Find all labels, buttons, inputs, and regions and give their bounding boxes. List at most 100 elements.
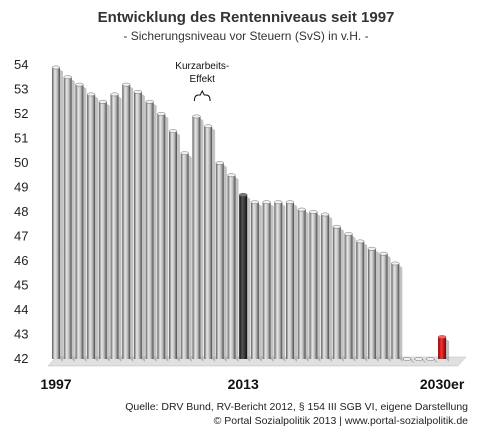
bar	[157, 112, 169, 362]
y-tick-label: 47	[14, 229, 28, 244]
bar-shadow	[340, 228, 344, 362]
x-axis: 1997 2013 2030er	[40, 376, 464, 392]
bar	[285, 200, 297, 362]
bar-body	[262, 202, 271, 359]
bar	[192, 114, 204, 362]
bar-body	[274, 202, 283, 359]
bar-body	[87, 94, 96, 360]
y-tick-label: 46	[14, 253, 28, 268]
bar-cap	[320, 212, 330, 217]
bar-body	[356, 241, 365, 359]
bar	[402, 357, 414, 363]
bar-shadow	[60, 69, 63, 362]
bar	[379, 251, 391, 362]
bar-cap	[192, 114, 201, 119]
bar-body	[110, 94, 119, 360]
y-tick-label: 45	[14, 278, 28, 293]
bar	[344, 232, 356, 362]
bar-cap	[121, 82, 131, 87]
annotation-line-2: Effekt	[190, 74, 216, 85]
bar	[227, 173, 239, 362]
bar-body	[321, 214, 330, 359]
bar-shadow	[364, 243, 368, 362]
footer-source: Quelle: DRV Bund, RV-Bericht 2012, § 154…	[125, 401, 468, 413]
bar-cap	[437, 335, 447, 339]
bar-shadow	[434, 359, 438, 363]
bar	[180, 151, 192, 362]
bar	[414, 357, 426, 363]
bar-shadow	[188, 155, 192, 362]
bar-cap	[367, 246, 377, 251]
y-tick-label: 48	[14, 204, 28, 219]
chart-subtitle: - Sicherungsniveau vor Steuern (SvS) in …	[123, 29, 368, 43]
bar-body	[122, 84, 131, 359]
bar-cap	[274, 200, 283, 204]
bar-body	[52, 67, 60, 359]
bar-cap	[75, 82, 84, 87]
kurzarbeit-annotation: Kurzarbeits- Effekt	[175, 61, 229, 102]
bar-cap	[86, 92, 96, 97]
bar-highlight	[238, 193, 251, 362]
bar-shadow	[247, 196, 251, 362]
y-tick-label: 54	[14, 57, 28, 72]
bar-shadow	[258, 204, 262, 362]
bar-shadow	[282, 204, 286, 362]
bar	[262, 200, 274, 362]
bar-shadow	[399, 265, 403, 362]
y-tick-label: 49	[14, 180, 28, 195]
bar-shadow	[387, 255, 391, 362]
bar	[332, 224, 344, 362]
bar	[63, 75, 75, 362]
bar	[86, 92, 99, 363]
bar	[367, 246, 379, 362]
bar-cap	[203, 124, 213, 129]
bar	[426, 357, 438, 363]
bar-cap	[168, 129, 178, 133]
annotation-line-1: Kurzarbeits-	[175, 61, 229, 72]
bar-body	[227, 175, 236, 359]
y-tick-label: 52	[14, 106, 28, 121]
y-tick-label: 51	[14, 131, 28, 146]
bar	[274, 200, 286, 362]
bar-cap	[157, 112, 166, 116]
bar-shadow	[106, 103, 110, 362]
bar-cap	[285, 200, 295, 204]
bar	[356, 239, 368, 362]
bar-body	[204, 126, 213, 359]
bar	[133, 90, 145, 362]
bar-cap	[426, 357, 435, 361]
bar-shadow	[200, 118, 204, 362]
footer-copyright: © Portal Sozialpolitik 2013 | www.portal…	[214, 415, 469, 427]
annotation-brace	[193, 89, 211, 102]
bar-shadow	[223, 165, 227, 362]
bar-shadow	[235, 177, 239, 362]
chart-floor	[47, 356, 467, 367]
bar-body	[286, 202, 294, 359]
y-tick-label: 43	[14, 327, 28, 342]
bar	[309, 210, 321, 362]
bars-group	[51, 65, 450, 363]
bar-shadow	[95, 96, 99, 363]
bar-cap	[414, 357, 423, 361]
bar	[391, 261, 403, 362]
bar-body	[379, 253, 388, 359]
bar-body	[250, 202, 259, 359]
bar-cap	[110, 92, 119, 97]
y-tick-label: 44	[14, 302, 28, 317]
bar-body	[309, 212, 318, 359]
bar-body	[180, 153, 189, 359]
bar-shadow	[141, 93, 145, 362]
bar-cap	[180, 151, 189, 155]
bar-shadow	[165, 116, 169, 362]
bar-shadow	[375, 250, 379, 362]
bar-shadow	[411, 359, 414, 363]
bar-shadow	[294, 204, 297, 362]
bar-shadow	[317, 214, 321, 362]
x-tick-label: 2013	[228, 376, 259, 392]
bar-body	[391, 263, 400, 359]
bar-body	[344, 234, 353, 359]
bar-body	[145, 101, 154, 359]
bar-cap	[262, 200, 271, 204]
bar-body	[438, 336, 447, 359]
